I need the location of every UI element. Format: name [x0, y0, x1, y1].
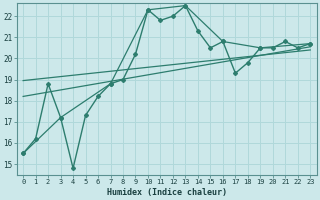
X-axis label: Humidex (Indice chaleur): Humidex (Indice chaleur)	[107, 188, 227, 197]
